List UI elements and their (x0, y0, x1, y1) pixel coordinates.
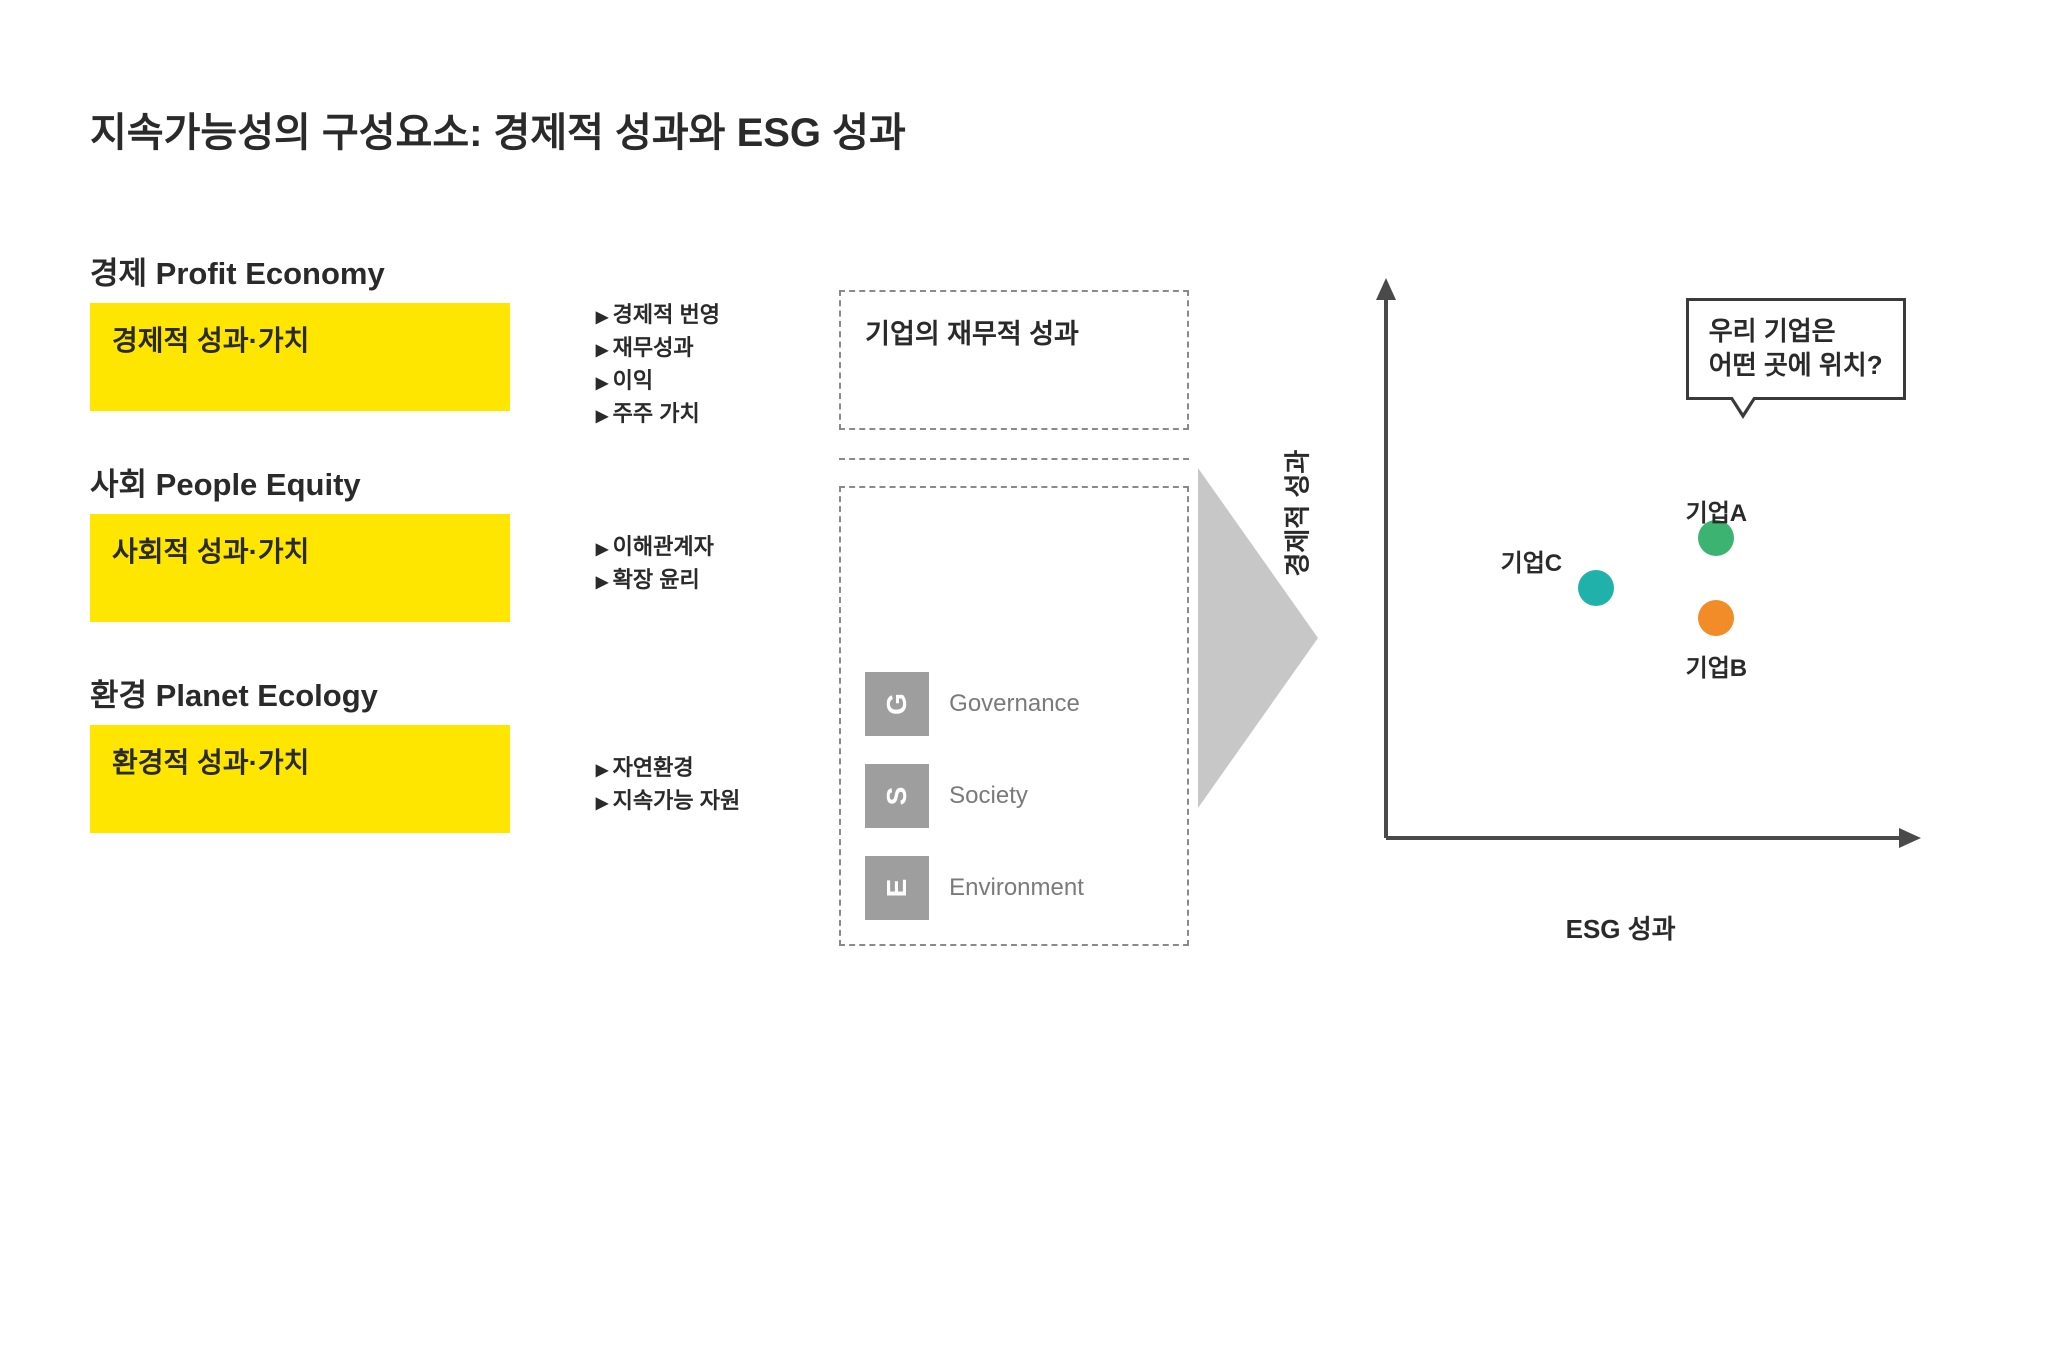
esg-label: Society (949, 782, 1028, 810)
esg-box: G Governance S Society E Environment (839, 486, 1189, 946)
speech-bubble: 우리 기업은 어떤 곳에 위치? (1686, 298, 1906, 400)
esg-letter-s: S (865, 764, 929, 828)
bullet-item: 재무성과 (596, 331, 839, 364)
bubble-line1: 우리 기업은 (1709, 316, 1836, 346)
yellow-box-society: 사회적 성과·가치 (90, 514, 510, 622)
bullet-item: 확장 윤리 (596, 563, 839, 596)
esg-row-environment: E Environment (865, 856, 1163, 920)
category-environment: 환경 Planet Ecology 환경적 성과·가치 (90, 670, 596, 833)
category-header: 환경 Planet Ecology (90, 670, 596, 715)
yellow-box-economy: 경제적 성과·가치 (90, 303, 510, 411)
chart-container: 경제적 성과 우리 기업은 어떤 곳에 위치? 기업A기업B기업C ESG 성과 (1326, 278, 1926, 898)
y-axis-label: 경제적 성과 (1277, 450, 1314, 577)
point-label: 기업A (1686, 493, 1748, 528)
category-header: 경제 Profit Economy (90, 248, 596, 293)
bullet-item: 이해관계자 (596, 530, 839, 563)
esg-letter-e: E (865, 856, 929, 920)
esg-label: Governance (949, 690, 1080, 718)
bullet-item: 자연환경 (596, 751, 839, 784)
financial-performance-box: 기업의 재무적 성과 (839, 290, 1189, 430)
bullet-list-society: 이해관계자 확장 윤리 (596, 530, 839, 596)
esg-letter-g: G (865, 672, 929, 736)
bullets-column: 경제적 번영 재무성과 이익 주주 가치 이해관계자 확장 윤리 자연환경 지속… (596, 248, 839, 817)
esg-row-governance: G Governance (865, 672, 1163, 736)
main-content: 경제 Profit Economy 경제적 성과·가치 사회 People Eq… (90, 248, 1958, 946)
yellow-box-environment: 환경적 성과·가치 (90, 725, 510, 833)
page-title: 지속가능성의 구성요소: 경제적 성과와 ESG 성과 (90, 100, 1958, 158)
bullet-list-economy: 경제적 번영 재무성과 이익 주주 가치 (596, 298, 839, 430)
bullet-item: 이익 (596, 364, 839, 397)
point-label: 기업C (1501, 543, 1563, 578)
category-header: 사회 People Equity (90, 459, 596, 504)
scatter-chart: 경제적 성과 우리 기업은 어떤 곳에 위치? 기업A기업B기업C ESG 성과 (1326, 248, 1958, 898)
dashed-divider (839, 458, 1189, 460)
category-society: 사회 People Equity 사회적 성과·가치 (90, 459, 596, 622)
esg-label: Environment (949, 874, 1084, 902)
scatter-point (1578, 570, 1614, 606)
point-label: 기업B (1686, 648, 1748, 683)
esg-row-society: S Society (865, 764, 1163, 828)
dashed-boxes-column: 기업의 재무적 성과 G Governance S Society E Envi… (839, 248, 1189, 946)
scatter-point (1698, 600, 1734, 636)
bullet-item: 경제적 번영 (596, 298, 839, 331)
bullet-item: 주주 가치 (596, 397, 839, 430)
bubble-line2: 어떤 곳에 위치? (1709, 350, 1883, 380)
bullet-list-environment: 자연환경 지속가능 자원 (596, 751, 839, 817)
category-economy: 경제 Profit Economy 경제적 성과·가치 (90, 248, 596, 411)
bullet-item: 지속가능 자원 (596, 784, 839, 817)
categories-column: 경제 Profit Economy 경제적 성과·가치 사회 People Eq… (90, 248, 596, 881)
x-axis-label: ESG 성과 (1566, 909, 1676, 946)
